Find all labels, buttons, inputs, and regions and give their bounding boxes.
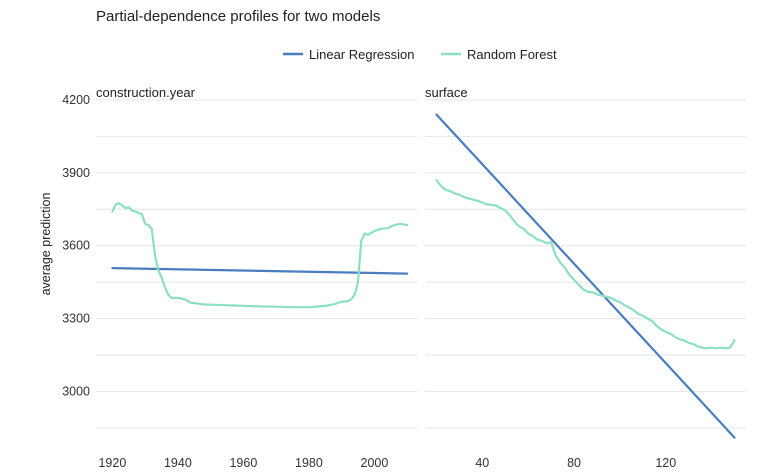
panel-surface: surface 40 80 120: [425, 85, 746, 470]
y-tick-label: 3600: [62, 239, 90, 253]
y-tick-label: 3000: [62, 384, 90, 398]
series-line-linear-regression: [435, 113, 736, 439]
panel-strip-construction-year: construction.year: [96, 85, 196, 100]
legend: Linear Regression Random Forest: [283, 47, 557, 62]
panel-strip-surface: surface: [425, 85, 468, 100]
series-line-random-forest: [111, 202, 409, 309]
legend-label-random-forest: Random Forest: [467, 47, 557, 62]
series-line-random-forest: [435, 179, 736, 350]
x-tick-label: 2000: [361, 456, 389, 470]
y-tick-labels: 3000 3300 3600 3900 4200: [62, 93, 90, 398]
y-tick-label: 3300: [62, 312, 90, 326]
x-tick-label: 1960: [229, 456, 257, 470]
y-tick-label: 4200: [62, 93, 90, 107]
x-tick-label: 40: [475, 456, 489, 470]
series-line-linear-regression: [111, 267, 409, 275]
x-tick-label: 120: [655, 456, 676, 470]
x-tick-label: 80: [567, 456, 581, 470]
y-tick-label: 3900: [62, 166, 90, 180]
y-axis-label: average prediction: [39, 193, 53, 296]
gridlines: [425, 99, 746, 429]
x-tick-label: 1940: [164, 456, 192, 470]
panel-construction-year: construction.year 1920 1940 1960 1980 2000: [96, 85, 417, 470]
x-tick-label: 1980: [295, 456, 323, 470]
x-tick-label: 1920: [98, 456, 126, 470]
chart-title: Partial-dependence profiles for two mode…: [96, 8, 380, 25]
gridlines: [96, 99, 417, 429]
legend-label-linear-regression: Linear Regression: [309, 47, 415, 62]
